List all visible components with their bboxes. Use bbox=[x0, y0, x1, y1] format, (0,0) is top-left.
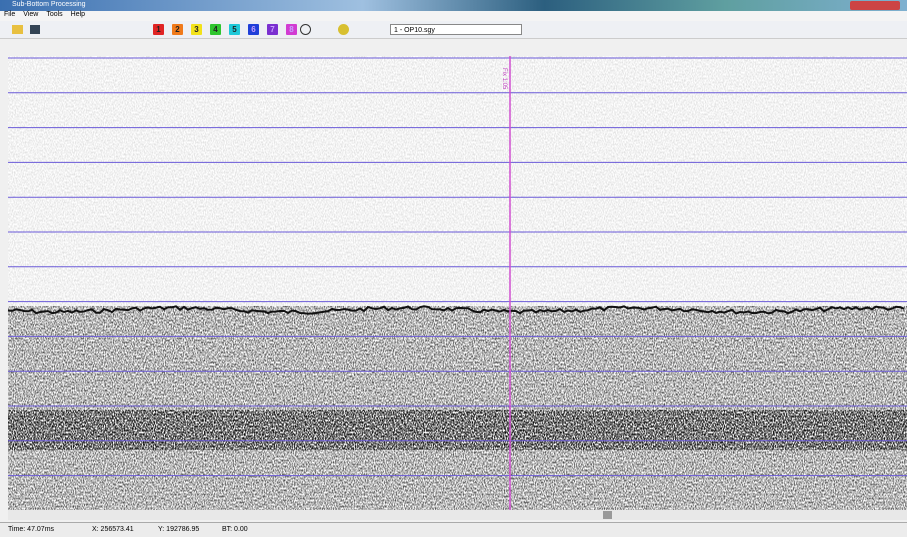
menu-item[interactable]: View bbox=[23, 11, 38, 18]
color-button[interactable]: 2 bbox=[172, 24, 183, 35]
menu-item[interactable]: File bbox=[4, 11, 15, 18]
menu-item[interactable]: Tools bbox=[46, 11, 62, 18]
color-button[interactable]: 8 bbox=[286, 24, 297, 35]
target-button[interactable] bbox=[300, 24, 311, 35]
color-button[interactable]: 5 bbox=[229, 24, 240, 35]
seismic-view: Fix 1:05 bbox=[0, 38, 907, 522]
app-window: Sub-Bottom Processing FileViewToolsHelp … bbox=[0, 0, 907, 536]
file-dropdown[interactable]: 1 - OP10.sgy bbox=[390, 24, 522, 35]
status-field: BT: 0.00 bbox=[222, 526, 248, 533]
title-bar: Sub-Bottom Processing bbox=[0, 0, 907, 11]
status-bar: Time: 47.07ms X: 256573.41 Y: 192786.95 BT:… bbox=[0, 522, 907, 537]
open-button[interactable] bbox=[12, 25, 23, 34]
status-field: Y: 192786.95 bbox=[158, 526, 199, 533]
color-button[interactable]: 6 bbox=[248, 24, 259, 35]
color-button[interactable]: 7 bbox=[267, 24, 278, 35]
window-controls[interactable] bbox=[850, 1, 900, 10]
marker-label: Fix 1:05 bbox=[501, 68, 507, 90]
menu-bar: File View Tools Help bbox=[0, 11, 907, 21]
status-field: X: 256573.41 bbox=[92, 526, 134, 533]
window-title: Sub-Bottom Processing bbox=[12, 1, 86, 8]
scroll-thumb[interactable] bbox=[603, 511, 612, 519]
color-button[interactable]: 4 bbox=[210, 24, 221, 35]
save-button[interactable] bbox=[30, 25, 40, 34]
clear-button[interactable] bbox=[338, 24, 349, 35]
color-button[interactable]: 3 bbox=[191, 24, 202, 35]
menu-item[interactable]: Help bbox=[71, 11, 85, 18]
color-button[interactable]: 1 bbox=[153, 24, 164, 35]
status-field: Time: 47.07ms bbox=[8, 526, 54, 533]
